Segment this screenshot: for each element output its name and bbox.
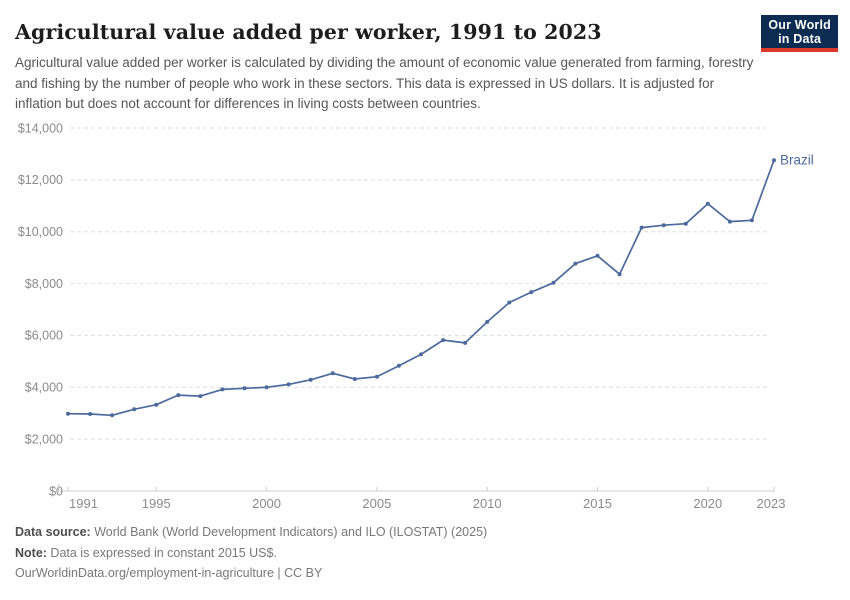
data-point-2010[interactable] <box>485 319 490 324</box>
y-axis-label-14000: $14,000 <box>18 121 63 135</box>
data-point-1998[interactable] <box>220 387 225 392</box>
data-point-2018[interactable] <box>661 223 666 228</box>
data-point-1991[interactable] <box>66 411 70 416</box>
data-point-2007[interactable] <box>419 352 423 357</box>
owid-logo-line1: Our World <box>768 18 831 32</box>
data-point-1995[interactable] <box>154 402 159 407</box>
data-point-1997[interactable] <box>198 394 203 399</box>
series-end-label[interactable]: Brazil <box>780 153 814 168</box>
x-axis-label-2020: 2020 <box>693 496 722 511</box>
license-link[interactable]: CC BY <box>284 566 323 580</box>
data-point-2003[interactable] <box>330 371 335 376</box>
owid-url-link[interactable]: OurWorldinData.org/employment-in-agricul… <box>15 566 274 580</box>
x-axis-label-2015: 2015 <box>583 496 612 511</box>
data-point-2022[interactable] <box>749 218 754 223</box>
footer: Data source: World Bank (World Developme… <box>15 522 835 584</box>
data-point-2017[interactable] <box>639 225 644 230</box>
data-point-2008[interactable] <box>441 338 446 343</box>
y-axis-label-12000: $12,000 <box>18 173 63 187</box>
x-axis-label-2023: 2023 <box>757 496 786 511</box>
data-point-2004[interactable] <box>352 377 357 381</box>
y-axis-label-2000: $2,000 <box>25 432 63 446</box>
data-source-label: Data source: <box>15 525 91 539</box>
data-point-1992[interactable] <box>88 412 93 416</box>
data-point-1999[interactable] <box>242 386 247 391</box>
series-line-brazil[interactable] <box>67 159 775 417</box>
y-axis-label-8000: $8,000 <box>25 277 63 291</box>
data-point-2021[interactable] <box>727 219 732 224</box>
data-point-2023[interactable] <box>772 158 776 163</box>
page-title: Agricultural value added per worker, 199… <box>15 20 602 44</box>
data-point-2014[interactable] <box>573 261 578 266</box>
note-label: Note: <box>15 545 47 560</box>
data-point-2011[interactable] <box>507 300 512 305</box>
attribution-separator: | <box>273 566 285 580</box>
y-axis-label-0: $0 <box>49 484 63 498</box>
y-axis-label-6000: $6,000 <box>25 329 63 343</box>
y-axis-label-10000: $10,000 <box>18 225 63 239</box>
data-point-2002[interactable] <box>308 377 313 382</box>
x-axis-label-1991: 1991 <box>69 496 98 511</box>
data-point-2000[interactable] <box>264 385 269 390</box>
data-point-2012[interactable] <box>529 290 534 295</box>
owid-logo-line2: in Data <box>778 32 822 46</box>
attribution-line: OurWorldinData.org/employment-in-agricul… <box>15 563 835 584</box>
data-point-2001[interactable] <box>286 382 291 387</box>
data-point-2016[interactable] <box>617 272 622 277</box>
data-point-1996[interactable] <box>176 393 181 398</box>
data-point-2015[interactable] <box>595 253 600 258</box>
x-axis-label-1995: 1995 <box>142 496 171 511</box>
data-point-1993[interactable] <box>110 413 115 418</box>
y-axis-label-4000: $4,000 <box>25 381 63 395</box>
x-axis-label-2000: 2000 <box>252 496 281 511</box>
data-point-2009[interactable] <box>463 340 468 345</box>
x-axis-label-2010: 2010 <box>473 496 502 511</box>
note-line: Note: Data is expressed in constant 2015… <box>15 543 835 564</box>
page-subtitle: Agricultural value added per worker is c… <box>15 55 754 111</box>
data-source-text: World Bank (World Development Indicators… <box>90 525 488 539</box>
data-point-2013[interactable] <box>551 280 556 285</box>
owid-logo[interactable]: Our World in Data <box>761 15 838 52</box>
data-source-line: Data source: World Bank (World Developme… <box>15 522 835 543</box>
data-point-2020[interactable] <box>705 201 710 206</box>
note-text: Data is expressed in constant 2015 US$. <box>46 545 277 560</box>
x-axis-label-2005: 2005 <box>362 496 391 511</box>
data-point-2005[interactable] <box>374 374 379 379</box>
data-point-2019[interactable] <box>683 221 688 226</box>
data-point-2006[interactable] <box>396 363 401 368</box>
data-point-1994[interactable] <box>132 407 137 412</box>
